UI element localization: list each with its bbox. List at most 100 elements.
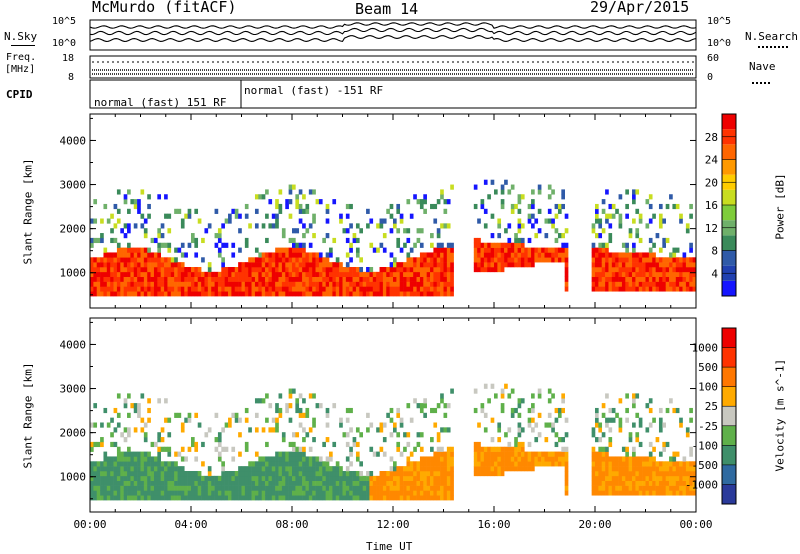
heatmap-cell (100, 276, 104, 282)
heatmap-cell (133, 485, 138, 491)
time-xlabel: Time UT (366, 540, 413, 553)
heatmap-cell (419, 199, 424, 205)
heatmap-cell (103, 286, 108, 292)
heatmap-cell (359, 276, 363, 282)
heatmap-cell (500, 388, 505, 394)
heatmap-cell (382, 218, 387, 224)
heatmap-cell (487, 266, 491, 273)
heatmap-cell (275, 456, 279, 462)
heatmap-cell (217, 490, 222, 496)
heatmap-cell (507, 242, 512, 248)
heatmap-cell (547, 247, 552, 253)
heatmap-cell (174, 412, 178, 418)
heatmap-cell (106, 291, 111, 297)
heatmap-cell (96, 291, 101, 297)
heatmap-cell (527, 417, 532, 423)
heatmap-cell (497, 456, 502, 462)
heatmap-cell (406, 403, 411, 409)
heatmap-cell (238, 495, 242, 501)
heatmap-cell (140, 252, 145, 258)
heatmap-cell (298, 257, 303, 263)
heatmap-cell (150, 262, 155, 268)
heatmap-cell (325, 466, 330, 472)
heatmap-cell (96, 237, 101, 244)
heatmap-cell (214, 490, 219, 496)
heatmap-cell (672, 466, 677, 472)
heatmap-cell (440, 223, 444, 229)
heatmap-cell (419, 252, 424, 258)
heatmap-cell (430, 257, 434, 263)
heatmap-cell (322, 475, 326, 481)
heatmap-cell (487, 470, 491, 477)
heatmap-cell (446, 291, 451, 297)
heatmap-cell (143, 485, 148, 491)
heatmap-cell (689, 257, 693, 263)
heatmap-cell (389, 490, 394, 496)
heatmap-cell (345, 252, 350, 258)
heatmap-cell (147, 480, 151, 486)
heatmap-cell (379, 475, 384, 481)
heatmap-cell (393, 281, 397, 287)
heatmap-cell (679, 480, 683, 486)
heatmap-cell (318, 461, 323, 467)
heatmap-cell (446, 461, 451, 467)
heatmap-cell (621, 242, 626, 248)
heatmap-cell (137, 470, 141, 477)
heatmap-cell (366, 475, 370, 481)
heatmap-cell (618, 427, 623, 433)
heatmap-cell (177, 490, 182, 496)
heatmap-cell (96, 466, 101, 472)
heatmap-cell (275, 495, 279, 501)
heatmap-cell (517, 451, 522, 457)
heatmap-cell (480, 252, 485, 258)
heatmap-cell (379, 495, 384, 501)
heatmap-cell (345, 432, 350, 438)
heatmap-cell (268, 480, 273, 486)
heatmap-cell (504, 179, 508, 185)
heatmap-cell (436, 470, 441, 477)
heatmap-cell (258, 490, 262, 496)
heatmap-cell (658, 485, 663, 491)
heatmap-cell (221, 286, 225, 292)
heatmap-cell (531, 407, 535, 414)
heatmap-cell (285, 276, 289, 282)
heatmap-cell (554, 461, 559, 467)
heatmap-cell (180, 466, 185, 472)
y-tick-label: 4000 (60, 134, 87, 147)
heatmap-cell (110, 495, 114, 501)
heatmap-cell (483, 257, 488, 263)
heatmap-cell (362, 495, 367, 501)
heatmap-cell (625, 461, 629, 467)
heatmap-cell (510, 456, 515, 462)
heatmap-cell (164, 291, 168, 297)
heatmap-cell (174, 470, 178, 477)
heatmap-cell (621, 252, 626, 258)
heatmap-cell (591, 276, 596, 282)
heatmap-cell (537, 189, 542, 195)
heatmap-cell (127, 490, 131, 496)
heatmap-cell (625, 393, 629, 399)
heatmap-cell (638, 456, 643, 462)
heatmap-cell (615, 266, 619, 273)
heatmap-cell (184, 266, 188, 273)
heatmap-cell (396, 208, 401, 214)
heatmap-cell (268, 262, 273, 268)
heatmap-cell (531, 199, 535, 205)
heatmap-cell (325, 262, 330, 268)
heatmap-cell (265, 271, 269, 277)
heatmap-cell (689, 466, 693, 472)
heatmap-cell (204, 281, 209, 287)
heatmap-cell (224, 480, 229, 486)
heatmap-cell (298, 495, 303, 501)
heatmap-cell (514, 242, 518, 248)
heatmap-cell (517, 257, 522, 263)
heatmap-cell (430, 286, 434, 292)
noise-trace (89, 22, 697, 29)
heatmap-cell (93, 281, 98, 287)
heatmap-cell (648, 271, 653, 277)
heatmap-cell (281, 437, 286, 443)
heatmap-cell (605, 247, 609, 253)
heatmap-cell (302, 252, 306, 258)
heatmap-cell (339, 490, 343, 496)
heatmap-cell (430, 480, 434, 486)
